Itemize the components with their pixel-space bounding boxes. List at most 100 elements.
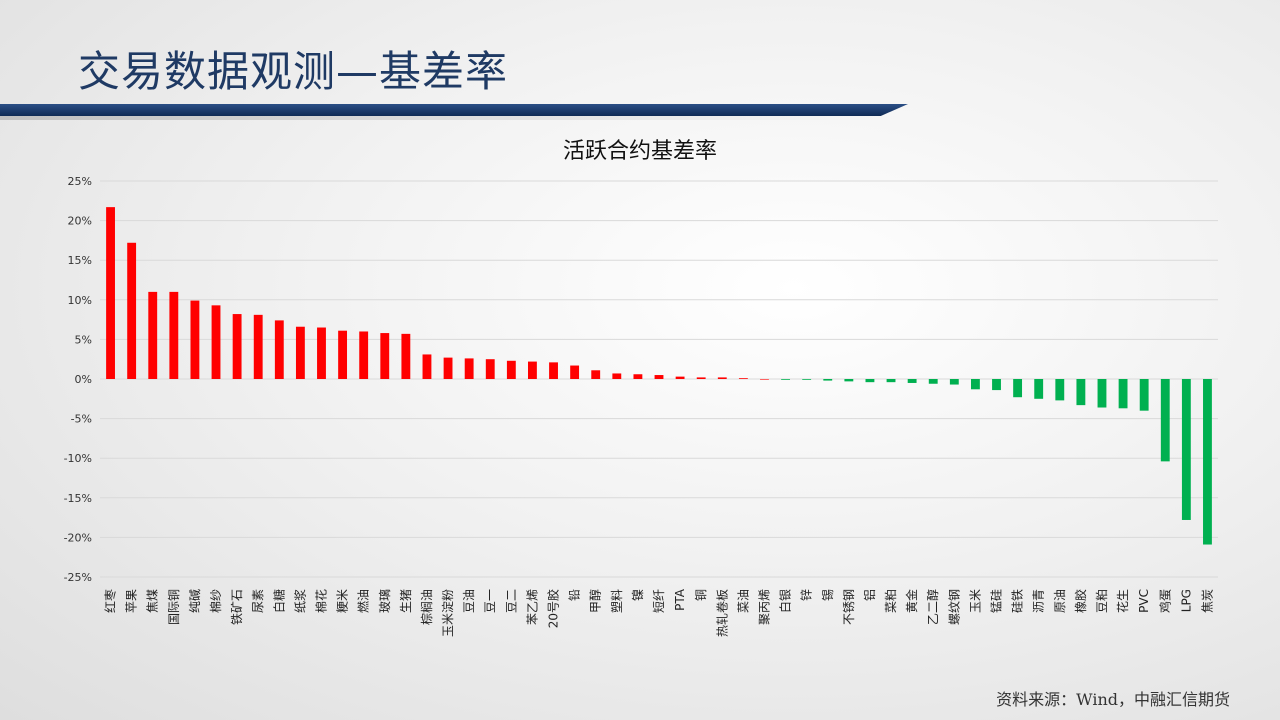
bar-乙二醇 — [928, 379, 938, 384]
bar-鸡蛋 — [1160, 379, 1170, 462]
bar-铝 — [865, 379, 875, 383]
bar-橡胶 — [1076, 379, 1086, 406]
x-tick-label: 苯乙烯 — [525, 589, 539, 625]
x-tick-label: 棉纱 — [209, 589, 223, 613]
bar-花生 — [1118, 379, 1128, 409]
bar-纯碱 — [190, 300, 200, 379]
x-tick-label: 铁矿石 — [230, 589, 244, 625]
bar-玉米 — [970, 379, 980, 390]
bar-不锈钢 — [844, 379, 854, 382]
x-tick-label: 玻璃 — [378, 589, 392, 613]
source-note: 资料来源：Wind，中融汇信期货 — [996, 690, 1230, 709]
x-tick-label: 玉米淀粉 — [441, 589, 455, 637]
bar-豆一 — [485, 359, 495, 379]
x-tick-label: 橡胶 — [1073, 589, 1088, 613]
title-underline-shadow — [0, 116, 900, 120]
x-tick-label: 苹果 — [125, 589, 139, 613]
bar-纸浆 — [295, 326, 305, 379]
bar-棕榈油 — [422, 354, 432, 379]
slide-title: 交易数据观测—基差率 — [78, 47, 509, 96]
bar-PTA — [675, 376, 685, 379]
bar-热轧卷板 — [717, 377, 727, 379]
x-tick-label: 焦煤 — [146, 589, 160, 613]
bar-粳米 — [338, 330, 348, 379]
x-tick-label: 菜油 — [736, 589, 750, 613]
bar-玻璃 — [380, 333, 390, 379]
x-tick-label: 锌 — [800, 589, 814, 601]
bar-棉纱 — [211, 305, 221, 379]
bar-甲醇 — [591, 370, 601, 379]
x-tick-label: 菜粕 — [883, 589, 898, 613]
y-tick-label: 5% — [75, 333, 92, 346]
title-underline — [0, 104, 908, 116]
y-tick-label: -15% — [64, 492, 92, 505]
y-tick-label: 0% — [75, 373, 92, 386]
bar-豆二 — [506, 360, 516, 379]
y-tick-label: 20% — [68, 215, 92, 228]
bar-铜 — [696, 377, 706, 379]
x-tick-label: 白糖 — [271, 589, 286, 613]
y-tick-label: -25% — [64, 571, 92, 584]
x-tick-label: 粳米 — [336, 589, 350, 613]
bar-铁矿石 — [232, 314, 242, 379]
x-tick-label: 热轧卷板 — [714, 589, 729, 637]
x-tick-label: 豆二 — [504, 589, 518, 613]
bar-锡 — [823, 379, 833, 381]
x-tick-label: PTA — [673, 588, 687, 611]
bar-苯乙烯 — [528, 361, 537, 379]
y-tick-label: 15% — [68, 254, 92, 267]
y-tick-label: 25% — [68, 175, 92, 188]
bar-塑料 — [612, 373, 622, 379]
bar-锰硅 — [992, 379, 1001, 391]
x-tick-label: 铜 — [693, 589, 708, 601]
x-tick-label: 纯碱 — [188, 589, 202, 613]
x-tick-label: 棉花 — [313, 589, 328, 613]
bar-红枣 — [106, 207, 115, 379]
bar-菜油 — [738, 378, 748, 379]
bar-豆油 — [464, 358, 474, 379]
bar-镍 — [633, 374, 643, 379]
x-tick-label: 纸浆 — [292, 589, 307, 613]
x-tick-label: 锰硅 — [989, 589, 1004, 613]
bar-棉花 — [317, 327, 326, 379]
bar-硅铁 — [1013, 379, 1023, 398]
bar-生猪 — [401, 333, 411, 379]
x-tick-label: 白银 — [778, 589, 793, 613]
bar-LPG — [1181, 379, 1191, 520]
x-tick-label: 短纤 — [652, 589, 666, 613]
bar-燃油 — [359, 331, 369, 379]
x-tick-label: 不锈钢 — [842, 589, 856, 625]
chart-title: 活跃合约基差率 — [562, 139, 717, 164]
bar-螺纹钢 — [949, 379, 959, 385]
x-tick-label: 螺纹钢 — [947, 589, 961, 625]
x-tick-label: 焦炭 — [1200, 589, 1214, 613]
bar-锌 — [802, 379, 812, 380]
x-tick-label: 鸡蛋 — [1157, 589, 1172, 613]
bar-铅 — [570, 365, 580, 379]
bar-白银 — [781, 379, 790, 380]
bar-豆粕 — [1097, 379, 1107, 408]
x-tick-label: 玉米 — [968, 589, 982, 613]
x-tick-label: 塑料 — [609, 589, 624, 613]
x-tick-label: 黄金 — [904, 589, 919, 613]
y-tick-label: -20% — [64, 531, 92, 544]
x-tick-label: 豆粕 — [1094, 589, 1109, 613]
y-tick-label: -10% — [64, 452, 92, 465]
bar-沥青 — [1034, 379, 1044, 399]
bar-黄金 — [907, 379, 917, 383]
bar-苹果 — [127, 242, 137, 379]
x-tick-label: 铝 — [862, 589, 877, 601]
y-tick-label: 10% — [68, 294, 92, 307]
bar-菜粕 — [886, 379, 896, 383]
y-tick-label: -5% — [71, 413, 92, 426]
x-tick-label: 国际铜 — [166, 589, 181, 625]
x-tick-label: 硅铁 — [1011, 589, 1025, 613]
x-tick-label: 镍 — [631, 589, 645, 601]
bar-焦煤 — [148, 291, 158, 379]
x-tick-label: PVC — [1137, 589, 1151, 613]
x-tick-label: 生猪 — [399, 589, 413, 613]
bar-国际铜 — [169, 291, 179, 379]
bar-聚丙烯 — [760, 379, 769, 380]
x-axis-ticks: 红枣 苹果 焦煤 国际铜 纯碱 棉纱 铁矿石 尿素 白糖 纸浆 棉花 粳米 燃油 玻璃 生猪 棕榈油 玉米淀粉豆… — [103, 588, 1215, 637]
